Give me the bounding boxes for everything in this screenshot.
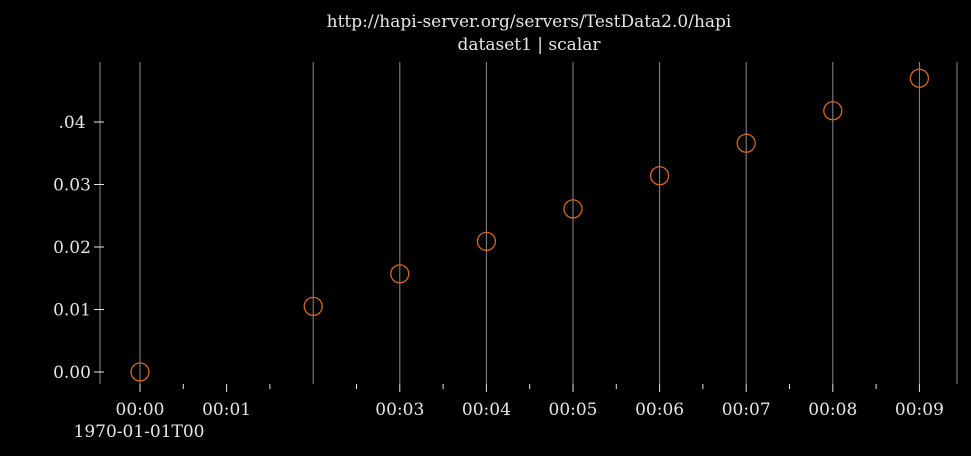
data-point <box>390 264 410 284</box>
x-tick-label: 00:06 <box>635 400 684 420</box>
chart-subtitle: dataset1 | scalar <box>457 35 601 55</box>
x-tick-label: 00:05 <box>549 400 598 420</box>
y-tick-label: .04 <box>58 113 85 133</box>
data-point <box>909 68 930 88</box>
axis-layer <box>94 62 958 392</box>
grid-layer <box>139 62 920 384</box>
data-point <box>649 166 670 186</box>
x-tick-label: 00:03 <box>375 400 424 420</box>
x-reference-label: 1970-01-01T00 <box>74 422 205 442</box>
x-tick-label: 00:08 <box>808 400 857 420</box>
x-tick-label: 00:00 <box>116 400 165 420</box>
y-tick-label: 0.01 <box>53 301 91 321</box>
data-point <box>476 231 497 252</box>
data-point <box>130 362 150 382</box>
data-point <box>563 199 583 219</box>
y-tick-label: 0.02 <box>53 238 91 258</box>
x-tick-label: 00:04 <box>462 400 511 420</box>
y-tick-label: 0.03 <box>53 176 91 196</box>
data-point <box>736 133 756 153</box>
x-tick-label: 00:01 <box>202 400 251 420</box>
chart-title: http://hapi-server.org/servers/TestData2… <box>327 12 732 32</box>
x-tick-label: 00:09 <box>895 400 944 420</box>
data-point <box>823 101 843 121</box>
marks-layer <box>130 68 930 382</box>
y-tick-label: 0.00 <box>53 363 91 383</box>
label-layer: 0.00 0.01 0.02 0.03 .04 00:00 00:01 00:03 00:04 0… <box>53 113 944 442</box>
x-tick-label: 00:07 <box>722 400 771 420</box>
data-point <box>303 296 323 317</box>
